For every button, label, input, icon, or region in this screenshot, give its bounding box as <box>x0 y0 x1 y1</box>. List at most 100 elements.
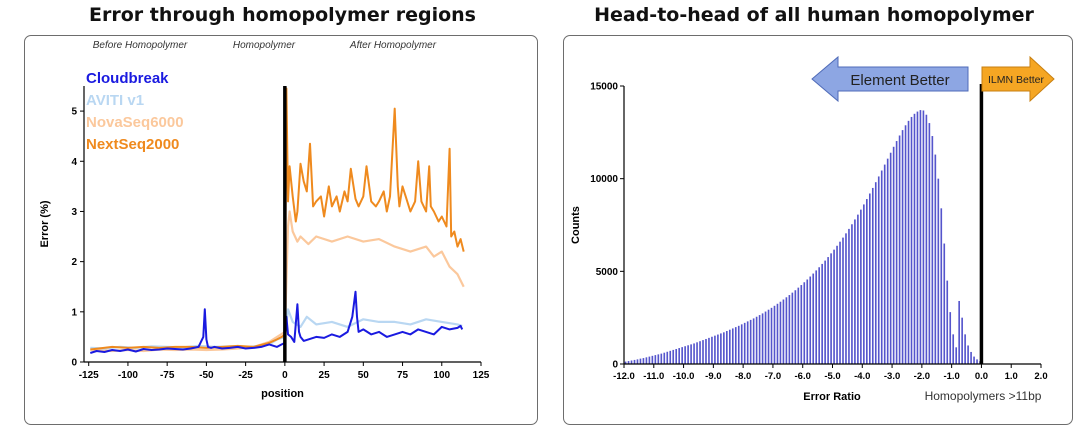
histogram-bar <box>857 214 859 364</box>
region-label: Homopolymer <box>233 40 296 51</box>
histogram-bar <box>666 351 669 364</box>
y-tick-label: 10000 <box>590 174 618 185</box>
left-chart-frame <box>24 35 538 425</box>
x-tick-label: 2.0 <box>1034 371 1047 382</box>
histogram-bar <box>770 307 773 364</box>
region-label: Before Homopolymer <box>93 40 188 51</box>
y-tick-label: 2 <box>71 257 77 268</box>
histogram-bar <box>708 337 710 364</box>
histogram-bar <box>892 146 895 364</box>
x-axis-label: Error Ratio <box>803 391 861 403</box>
histogram-bar <box>851 224 853 364</box>
histogram-bar <box>767 309 770 364</box>
histogram-bar <box>764 311 767 364</box>
right-chart-title: Head-to-head of all human homopolymer <box>594 4 1034 26</box>
histogram-bar <box>651 355 654 364</box>
histogram-bar <box>675 348 678 364</box>
histogram-bar <box>803 282 806 364</box>
histogram-bar <box>958 300 960 364</box>
histogram-bar <box>827 257 829 364</box>
histogram-bar <box>794 290 797 364</box>
histogram-bar <box>663 352 666 364</box>
histogram-bar <box>746 321 749 364</box>
histogram-bar <box>687 345 689 364</box>
histogram-bar <box>910 116 913 364</box>
histogram-bar <box>880 170 883 364</box>
y-tick-label: 0 <box>612 360 618 371</box>
histogram-bar <box>726 331 728 364</box>
x-tick-label: -4.0 <box>854 371 870 382</box>
histogram-bar <box>648 356 651 364</box>
histogram-bar <box>943 243 946 364</box>
histogram-bar <box>928 123 931 364</box>
histogram-bar <box>967 345 969 364</box>
histogram-bar <box>937 178 940 364</box>
y-tick-label: 5 <box>71 107 77 118</box>
histogram-bar <box>624 361 627 364</box>
histogram-bar <box>702 340 704 364</box>
histogram-bar <box>654 355 657 364</box>
histogram-bar <box>940 208 943 364</box>
histogram-bar <box>672 349 675 364</box>
annotation-text: Homopolymers >11bp <box>925 389 1042 403</box>
histogram-bar <box>812 273 815 364</box>
x-tick-label: 1.0 <box>1005 371 1018 382</box>
y-tick-label: 15000 <box>590 82 618 93</box>
histogram-bar <box>755 316 758 364</box>
histogram-bar <box>961 317 963 364</box>
x-tick-label: -5.0 <box>824 371 840 382</box>
x-tick-label: -50 <box>199 370 214 381</box>
histogram-bar <box>886 158 889 364</box>
histogram-bar <box>934 154 937 364</box>
histogram-bar <box>904 125 907 364</box>
x-tick-label: 0.0 <box>975 371 988 382</box>
histogram-bar <box>749 319 752 364</box>
histogram-bar <box>815 270 818 364</box>
histogram-bar <box>731 328 734 364</box>
x-tick-label: -7.0 <box>765 371 781 382</box>
x-tick-label: 50 <box>358 370 370 381</box>
x-axis-label: position <box>261 388 304 400</box>
x-tick-label: -11.0 <box>643 371 664 382</box>
histogram-bar <box>860 209 862 364</box>
histogram-bar <box>779 301 782 364</box>
histogram-bar <box>874 182 877 364</box>
y-tick-label: 3 <box>71 207 77 218</box>
histogram-bar <box>925 114 928 364</box>
histogram-bar <box>877 176 880 364</box>
legend-entry: AVITI v1 <box>86 92 144 109</box>
histogram-bar <box>630 360 633 364</box>
histogram-bar <box>871 187 874 364</box>
x-tick-label: -12.0 <box>613 371 635 382</box>
legend-entry: Cloudbreak <box>86 70 169 87</box>
x-tick-label: -6.0 <box>795 371 811 382</box>
histogram-bar <box>776 303 779 364</box>
histogram-bar <box>740 324 743 364</box>
histogram-bar <box>868 193 871 364</box>
legend-entry: NovaSeq6000 <box>86 114 184 131</box>
x-tick-label: -9.0 <box>705 371 721 382</box>
histogram-bar <box>946 280 949 364</box>
histogram-bar <box>845 233 847 364</box>
histogram-bar <box>728 329 731 364</box>
histogram-bar <box>642 358 645 364</box>
x-tick-label: -3.0 <box>884 371 900 382</box>
histogram-bar <box>669 350 672 364</box>
histogram-bar <box>773 305 776 364</box>
y-tick-label: 5000 <box>596 267 619 278</box>
histogram-bar <box>684 346 686 364</box>
histogram-bar <box>809 276 812 364</box>
left-chart-title: Error through homopolymer regions <box>89 4 476 26</box>
histogram-bar <box>791 292 794 364</box>
histogram-bar <box>690 344 692 364</box>
histogram-bar <box>919 110 922 365</box>
element-better-arrow <box>811 55 969 103</box>
histogram-bar <box>842 237 844 364</box>
histogram-bar <box>693 343 695 364</box>
ilmn-better-label: ILMN Better <box>988 74 1045 86</box>
x-tick-label: -75 <box>160 370 175 381</box>
y-axis-label: Counts <box>570 206 582 244</box>
histogram-bar <box>696 342 698 364</box>
histogram-bar <box>723 332 725 364</box>
histogram-bar <box>627 361 630 364</box>
